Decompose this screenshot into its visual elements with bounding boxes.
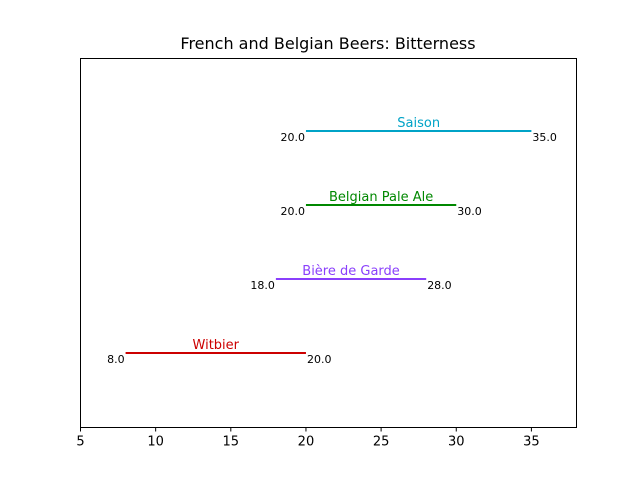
- range-high-label: 20.0: [307, 353, 332, 366]
- range-low-label: 20.0: [280, 131, 305, 144]
- range-low-label: 18.0: [250, 279, 275, 292]
- x-tick-label: 25: [373, 435, 390, 450]
- range-name-label: Witbier: [193, 338, 240, 353]
- range-low-label: 8.0: [107, 353, 125, 366]
- x-tick-label: 10: [147, 435, 164, 450]
- x-tick-label: 5: [76, 435, 84, 450]
- range-high-label: 35.0: [532, 131, 557, 144]
- range-name-label: Bière de Garde: [302, 264, 400, 279]
- range-name-label: Belgian Pale Ale: [329, 190, 433, 205]
- x-axis: 5 10 15 20 25 30 35: [76, 427, 540, 450]
- range-series: Witbier 8.0 20.0 Bière de Garde 18.0 28.0 Belg…: [107, 116, 557, 366]
- chart-title: French and Belgian Beers: Bitterness: [180, 34, 475, 53]
- plot-area-frame: [80, 58, 577, 428]
- x-tick-label: 20: [298, 435, 315, 450]
- range-name-label: Saison: [397, 116, 440, 131]
- x-tick-label: 30: [448, 435, 465, 450]
- range-high-label: 30.0: [457, 205, 482, 218]
- x-tick-label: 15: [223, 435, 240, 450]
- range-low-label: 20.0: [280, 205, 305, 218]
- range-high-label: 28.0: [427, 279, 452, 292]
- x-tick-label: 35: [523, 435, 540, 450]
